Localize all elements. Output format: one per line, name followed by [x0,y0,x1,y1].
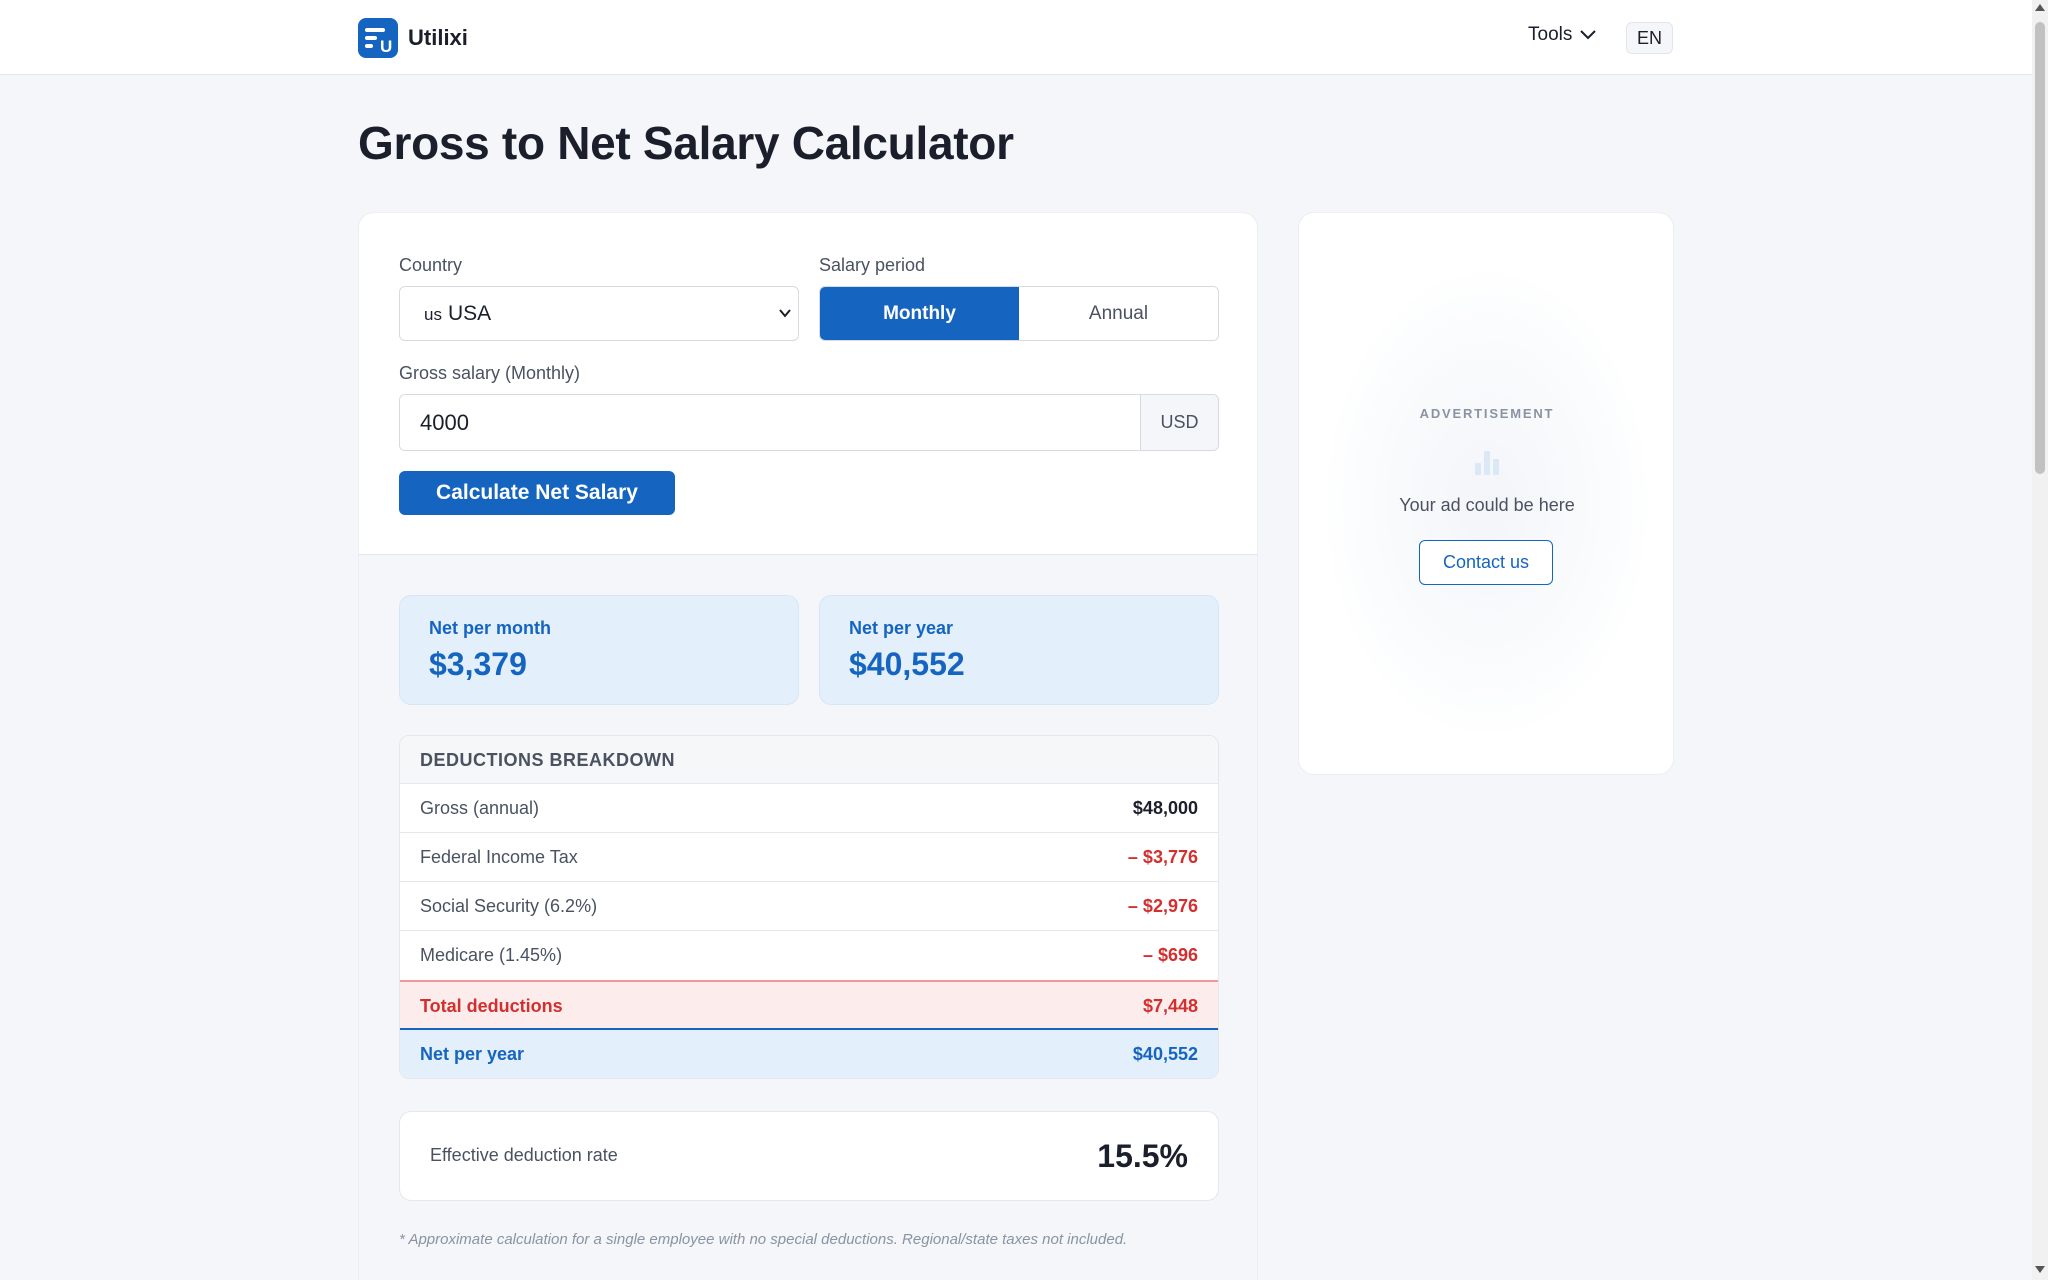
scrollbar-thumb[interactable] [2035,22,2045,474]
breakdown-title: DEDUCTIONS BREAKDOWN [400,736,1218,784]
salary-period-toggle: Monthly Annual [819,286,1219,341]
gross-salary-label: Gross salary (Monthly) [399,363,581,383]
country-select[interactable]: us USA [399,286,799,341]
table-row: Medicare (1.45%) – $696 [400,931,1218,980]
table-row: Federal Income Tax – $3,776 [400,833,1218,882]
country-value: USA [447,302,492,325]
net-per-year-value: $40,552 [849,646,965,682]
brand-link[interactable]: U Utilixi [358,18,468,58]
net-per-year-row: Net per year $40,552 [400,1030,1218,1078]
country-label: Country [399,255,463,275]
disclaimer-note: * Approximate calculation for a single e… [399,1231,1128,1248]
row-label: Gross (annual) [420,798,540,818]
advertisement-card: ADVERTISEMENT Your ad could be here Cont… [1298,212,1674,775]
row-value: $48,000 [1132,798,1198,818]
effective-rate-value: 15.5% [1097,1138,1188,1174]
effective-rate-label: Effective deduction rate [430,1145,618,1165]
calculate-button[interactable]: Calculate Net Salary [399,471,675,515]
total-deductions-row: Total deductions $7,448 [400,980,1218,1030]
ad-background-glow [1327,273,1647,733]
chevron-down-icon [1580,30,1597,40]
contact-us-button[interactable]: Contact us [1419,540,1553,585]
page-scrollbar[interactable] [2032,0,2048,1280]
country-flag: us [424,305,442,324]
tools-label: Tools [1528,24,1573,45]
currency-addon: USD [1140,395,1218,450]
row-label: Federal Income Tax [420,847,578,867]
row-label: Medicare (1.45%) [420,945,563,965]
net-per-month-label: Net per month [429,618,552,638]
period-annual-button[interactable]: Annual [1019,287,1218,340]
language-switcher[interactable]: EN [1626,22,1673,54]
net-per-year-row-label: Net per year [420,1044,525,1064]
advertisement-label: ADVERTISEMENT [1419,406,1555,421]
bar-chart-icon [1475,451,1499,475]
total-deductions-label: Total deductions [420,996,563,1016]
table-row: Social Security (6.2%) – $2,976 [400,882,1218,931]
brand-name: Utilixi [408,25,468,50]
scroll-down-arrow-icon[interactable] [2035,1266,2045,1273]
effective-rate-card: Effective deduction rate 15.5% [399,1111,1219,1201]
net-per-month-value: $3,379 [429,646,527,682]
total-deductions-value: $7,448 [1142,996,1198,1016]
table-row: Gross (annual) $48,000 [400,784,1218,833]
net-per-year-card: Net per year $40,552 [819,595,1219,705]
chevron-down-icon [779,309,791,318]
calculator-card: Country us USA Salary period Monthly Annu… [358,212,1258,1280]
top-navigation-bar: U Utilixi Tools EN [0,0,2032,75]
row-label: Social Security (6.2%) [420,896,598,916]
net-per-year-row-value: $40,552 [1132,1044,1198,1064]
gross-salary-group: USD [399,394,1219,451]
deductions-breakdown: DEDUCTIONS BREAKDOWN Gross (annual) $48,… [399,735,1219,1079]
tools-menu-button[interactable]: Tools [1528,24,1597,46]
page-title: Gross to Net Salary Calculator [358,117,1014,169]
ad-placeholder-text: Your ad could be here [1399,495,1575,515]
net-per-month-card: Net per month $3,379 [399,595,799,705]
utilixi-logo-icon: U [358,18,398,58]
period-monthly-button[interactable]: Monthly [820,287,1019,340]
net-per-year-label: Net per year [849,618,954,638]
scroll-up-arrow-icon[interactable] [2035,4,2045,11]
row-value: – $2,976 [1127,896,1198,916]
row-value: – $696 [1142,945,1198,965]
salary-period-label: Salary period [819,255,926,275]
row-value: – $3,776 [1127,847,1198,867]
gross-salary-input[interactable] [400,395,1140,450]
